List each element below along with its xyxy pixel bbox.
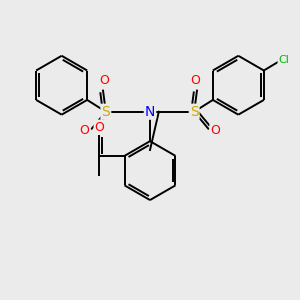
Text: S: S <box>101 105 110 119</box>
Text: O: O <box>94 121 104 134</box>
Text: S: S <box>190 105 199 119</box>
Text: O: O <box>80 124 90 137</box>
Text: Cl: Cl <box>278 55 289 65</box>
Text: O: O <box>210 124 220 137</box>
Text: O: O <box>191 74 201 87</box>
Text: O: O <box>99 74 109 87</box>
Text: N: N <box>145 105 155 119</box>
